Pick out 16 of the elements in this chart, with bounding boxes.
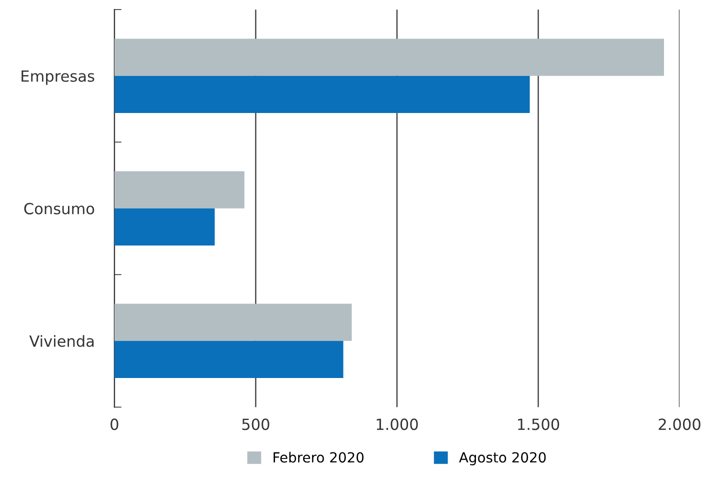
bar	[114, 38, 664, 76]
bar	[114, 340, 344, 378]
x-tick-label: 500	[242, 418, 270, 430]
bar	[114, 304, 352, 341]
x-tick-label: 0	[110, 418, 118, 430]
x-tick-label: 1.000	[376, 418, 418, 430]
bar	[114, 208, 215, 246]
x-tick-label: 1.500	[518, 418, 560, 430]
y-tick-label: Empresas	[22, 70, 94, 85]
bar	[114, 171, 244, 208]
x-tick-label: 2.000	[658, 418, 700, 430]
legend-label: Febrero 2020	[274, 452, 364, 463]
y-tick-label: Vivienda	[29, 335, 94, 347]
legend-label: Agosto 2020	[459, 452, 546, 466]
bar	[114, 76, 530, 113]
y-tick-label: Consumo	[24, 202, 94, 214]
